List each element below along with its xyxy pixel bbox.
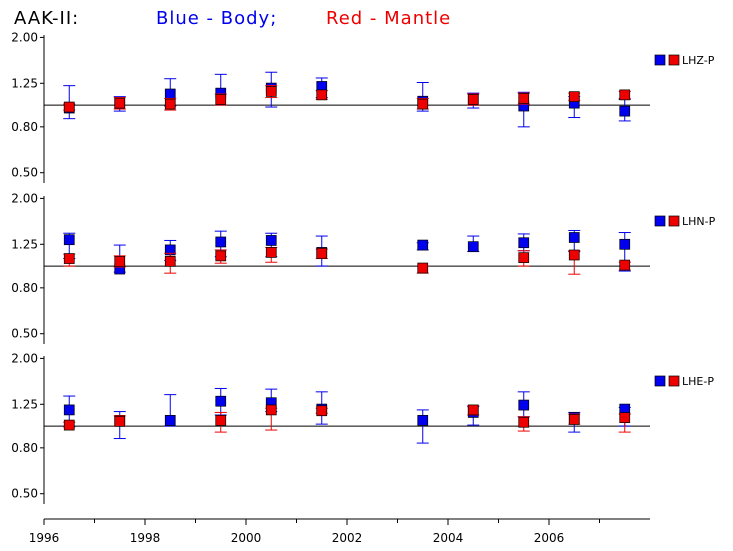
- legend-mantle-marker: [668, 215, 680, 227]
- data-point: [467, 94, 479, 105]
- data-point: [619, 412, 631, 424]
- legend-LHN-P: LHN-P: [654, 215, 716, 228]
- data-point: [164, 98, 176, 110]
- data-point: [215, 415, 227, 426]
- y-tick-label: 1.25: [11, 397, 38, 411]
- data-point: [265, 404, 277, 416]
- data-point: [215, 395, 227, 407]
- data-point: [619, 259, 631, 271]
- data-point: [417, 98, 429, 110]
- x-tick-label: 2006: [534, 531, 565, 545]
- panels: 2.00 1.25 0.80 0.50 LHZ-P 2.00 1.25 0.80 0.50 LHN…: [11, 30, 716, 504]
- data-point: [265, 247, 277, 258]
- y-tick-label: 2.00: [11, 30, 38, 44]
- data-point: [215, 250, 227, 262]
- data-point: [215, 94, 227, 105]
- chart-title: AAK-II: Blue - Body; Red - Mantle: [14, 8, 451, 29]
- data-point: [63, 419, 75, 431]
- series-mantle: [63, 246, 631, 275]
- legend-LHE-P: LHE-P: [654, 375, 714, 388]
- data-point: [63, 253, 75, 264]
- y-tick-label: 0.80: [11, 441, 38, 455]
- data-point: [265, 235, 277, 246]
- data-point: [467, 241, 479, 253]
- y-tick-label: 0.50: [11, 166, 38, 180]
- data-point: [619, 89, 631, 101]
- legend-LHZ-P: LHZ-P: [654, 54, 715, 67]
- legend-label: LHE-P: [682, 375, 714, 388]
- legend-label: LHN-P: [682, 215, 716, 228]
- legend-body-marker: [654, 54, 666, 66]
- data-point: [164, 255, 176, 267]
- legend-mantle-marker: [668, 375, 680, 387]
- series-mantle: [63, 404, 631, 433]
- data-point: [568, 91, 580, 103]
- y-tick-label: 0.80: [11, 281, 38, 295]
- data-point: [114, 97, 126, 109]
- data-point: [568, 232, 580, 243]
- x-tick-label: 1996: [29, 531, 60, 545]
- panel-LHE-P: 2.00 1.25 0.80 0.50 LHE-P: [11, 351, 714, 504]
- series-mantle: [63, 85, 631, 113]
- data-point: [164, 88, 176, 100]
- y-tick-label: 2.00: [11, 351, 38, 365]
- x-tick-label: 1998: [130, 531, 161, 545]
- panel-LHN-P: 2.00 1.25 0.80 0.50 LHN-P: [11, 191, 716, 344]
- y-tick-label: 2.00: [11, 191, 38, 205]
- y-tick-label: 0.80: [11, 120, 38, 134]
- data-point: [63, 101, 75, 113]
- series-body: [63, 387, 631, 444]
- panel-LHZ-P: 2.00 1.25 0.80 0.50 LHZ-P: [11, 30, 715, 183]
- data-point: [63, 234, 75, 246]
- data-point: [417, 262, 429, 274]
- data-point: [518, 93, 530, 104]
- y-tick-label: 1.25: [11, 76, 38, 90]
- data-point: [467, 404, 479, 416]
- title-station: AAK-II:: [14, 8, 79, 29]
- x-tick-label: 2004: [433, 531, 464, 545]
- legend-body-marker: [654, 375, 666, 387]
- series-body: [63, 71, 631, 128]
- data-point: [518, 252, 530, 264]
- legend-body-marker: [654, 215, 666, 227]
- data-point: [316, 89, 328, 101]
- data-point: [265, 86, 277, 97]
- legend-label: LHZ-P: [682, 54, 715, 67]
- data-point: [164, 415, 176, 426]
- x-tick-label: 2000: [231, 531, 262, 545]
- data-point: [518, 237, 530, 249]
- data-point: [417, 415, 429, 426]
- data-point: [619, 238, 631, 250]
- data-point: [316, 247, 328, 259]
- data-point: [114, 415, 126, 427]
- y-tick-label: 1.25: [11, 237, 38, 251]
- data-point: [316, 405, 328, 417]
- data-point: [215, 236, 227, 248]
- data-point: [619, 105, 631, 117]
- y-tick-label: 0.50: [11, 327, 38, 341]
- title-mantle-legend: Red - Mantle: [326, 8, 451, 29]
- data-point: [417, 239, 429, 251]
- data-point: [568, 414, 580, 425]
- title-body-legend: Blue - Body;: [156, 8, 277, 29]
- data-point: [568, 249, 580, 261]
- x-tick-label: 2002: [332, 531, 363, 545]
- series-body: [63, 229, 631, 275]
- data-point: [114, 255, 126, 267]
- data-point: [518, 399, 530, 411]
- x-axis: 1996 1998 2000 2002 2004 2006: [29, 518, 650, 545]
- data-point: [63, 404, 75, 416]
- data-point: [518, 416, 530, 428]
- y-tick-label: 0.50: [11, 487, 38, 501]
- legend-mantle-marker: [668, 54, 680, 66]
